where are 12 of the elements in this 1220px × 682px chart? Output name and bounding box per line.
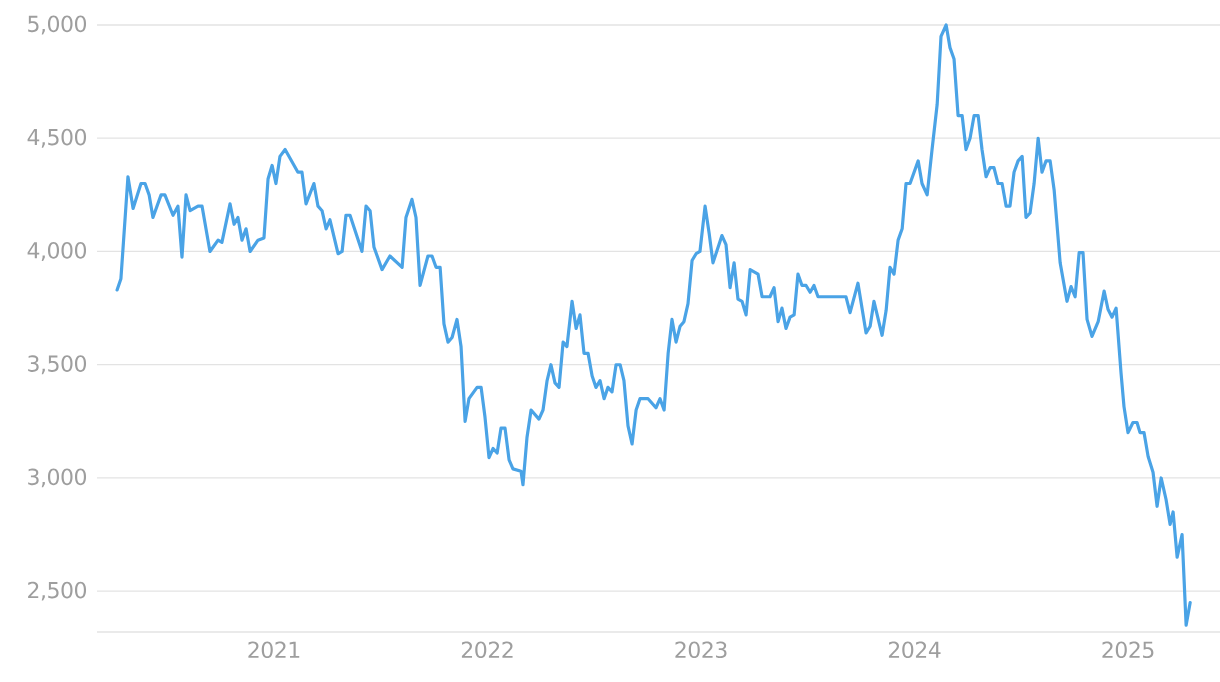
x-tick-label: 2022: [461, 641, 513, 659]
x-tick-label: 2023: [675, 641, 727, 659]
y-tick-label: 3,000: [28, 468, 87, 488]
y-tick-label: 4,500: [27, 128, 87, 148]
x-tick-label: 2024: [888, 641, 941, 659]
y-tick-label: 5,000: [28, 15, 87, 35]
y-tick-label: 3,500: [28, 355, 87, 375]
x-tick-label: 2021: [248, 641, 300, 659]
y-tick-label: 2,500: [28, 581, 87, 601]
y-tick-label: 4,000: [27, 242, 87, 261]
x-tick-label: 2025: [1102, 641, 1154, 659]
line-series: [115, 23, 1192, 627]
